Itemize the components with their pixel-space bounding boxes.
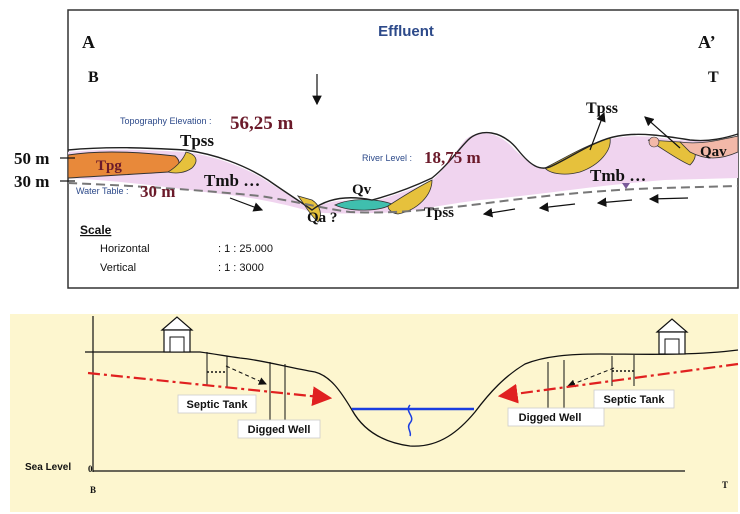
well-right-box <box>507 407 605 427</box>
y-label-50: 50 m <box>14 149 49 168</box>
corner-t: T <box>708 69 719 86</box>
corner-a: A <box>82 32 95 52</box>
flow-arrow-tpss-up <box>589 111 606 151</box>
flow-arrow-1 <box>482 207 516 218</box>
ground-surface <box>85 349 739 447</box>
septic-right-box <box>593 389 675 409</box>
septic-left-box <box>177 394 257 414</box>
tmb-layer <box>68 133 738 214</box>
flow-arrow-4 <box>648 193 689 204</box>
flow-arrow-qav <box>644 116 681 149</box>
septic-left-label: Septic Tank <box>187 399 249 411</box>
topo-value: 56,25 m <box>230 113 294 134</box>
y-label-30: 30 m <box>14 172 49 191</box>
water-table-line <box>67 182 739 214</box>
leak-left-arrow <box>225 365 267 385</box>
bottom-corner-t: T <box>722 480 728 490</box>
unit-tpss-right: Tpss <box>586 100 618 117</box>
well-right-label: Digged Well <box>519 412 582 424</box>
water-table-value: 30 m <box>140 182 175 201</box>
cross-section-panel: Effluent A A’ B T 50 m 30 m Topography E… <box>14 9 739 289</box>
house-left-icon <box>160 316 194 353</box>
well-left-box <box>237 419 321 439</box>
tpss-left-layer <box>166 151 197 174</box>
water-table-marker <box>622 183 630 189</box>
flow-line-left <box>87 371 333 407</box>
septic-diagram-panel: Septic Tank Digged Well Digged Well Sept… <box>10 314 739 512</box>
scale-horizontal-value: : 1 : 25.000 <box>218 243 273 255</box>
unit-qa: Qa ? <box>307 210 337 226</box>
well-left-label: Digged Well <box>248 424 311 436</box>
unit-qav: Qav <box>700 144 727 160</box>
unit-qv: Qv <box>352 182 372 198</box>
qav-layer <box>678 135 739 159</box>
qav-patch <box>648 136 660 148</box>
flow-line-right <box>497 362 739 404</box>
septic-right-label: Septic Tank <box>604 394 666 406</box>
topography-line <box>67 131 739 211</box>
unit-tpss-mid: Tpss <box>424 205 454 221</box>
bottom-panel-bg <box>10 314 738 512</box>
river-label: River Level : <box>362 153 412 163</box>
title: Effluent <box>378 23 434 40</box>
house-right-icon <box>655 318 689 355</box>
sea-level-label: Sea Level <box>25 462 71 473</box>
scale-vertical-value: : 1 : 3000 <box>218 262 264 274</box>
zero-label: 0 <box>88 464 93 474</box>
corner-a-prime: A’ <box>698 32 716 52</box>
unit-tpg: Tpg <box>96 158 122 174</box>
river-value: 18,75 m <box>424 148 481 167</box>
topo-label: Topography Elevation : <box>120 116 212 126</box>
flow-arrow-2 <box>538 202 576 212</box>
water-table-label: Water Table : <box>76 186 129 196</box>
unit-tpss-left: Tpss <box>180 131 214 150</box>
scale-vertical-label: Vertical <box>100 262 136 274</box>
tpss-right-layer <box>544 137 611 175</box>
scale-horizontal-label: Horizontal <box>100 243 150 255</box>
unit-tmb-right: Tmb … <box>590 166 646 185</box>
bottom-corner-b: B <box>90 485 96 495</box>
leak-right-arrow <box>567 367 615 388</box>
flow-arrow-left <box>229 197 264 212</box>
corner-b: B <box>88 69 99 86</box>
river-squiggle <box>407 404 413 437</box>
unit-tmb-left: Tmb … <box>204 171 260 190</box>
flow-arrow-3 <box>596 197 633 208</box>
scale-heading: Scale <box>80 223 112 237</box>
